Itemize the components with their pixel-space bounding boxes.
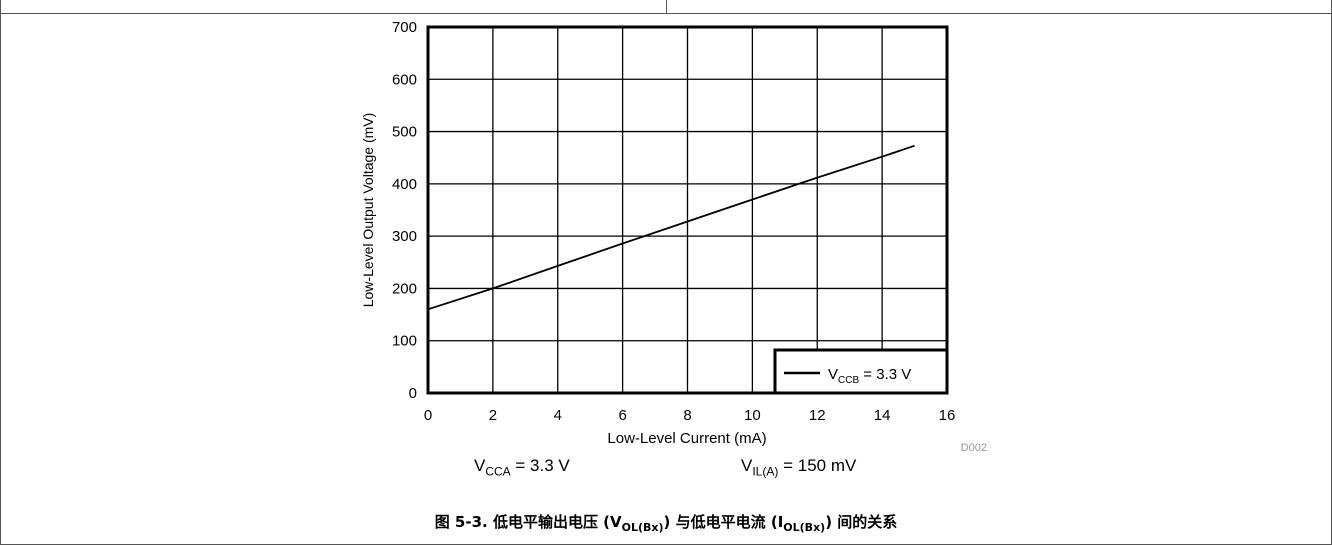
x-tick-label: 2 <box>489 407 497 424</box>
y-tick-label: 200 <box>392 280 417 297</box>
series-lines <box>427 144 915 311</box>
x-tick-label: 6 <box>618 407 626 424</box>
table-column-divider <box>666 0 667 14</box>
x-axis-label: Low-Level Current (mA) <box>607 430 766 447</box>
y-tick-label: 400 <box>392 176 417 193</box>
y-tick-labels: 0 100 200 300 400 500 600 700 <box>392 19 417 402</box>
figure-id: D002 <box>961 442 987 454</box>
x-tick-label: 4 <box>554 407 562 424</box>
series-line <box>427 144 915 311</box>
y-tick-label: 500 <box>392 124 417 141</box>
grid-lines <box>428 27 947 393</box>
y-axis-label: Low-Level Output Voltage (mV) <box>360 113 376 308</box>
x-tick-labels: 0 2 4 6 8 10 12 14 16 <box>424 407 956 424</box>
legend: VCCB = 3.3 V <box>773 348 949 395</box>
vil-condition: VIL(A) = 150 mV <box>741 456 857 479</box>
legend-box <box>773 348 949 395</box>
x-tick-label: 0 <box>424 407 432 424</box>
y-tick-label: 0 <box>409 385 417 402</box>
vcca-condition: VCCA = 3.3 V <box>474 456 570 479</box>
legend-label: VCCB = 3.3 V <box>828 366 911 386</box>
chart: 0 100 200 300 400 500 600 700 0 2 4 6 8 10 12 14 16 Low… <box>360 19 987 454</box>
y-tick-label: 100 <box>392 333 417 350</box>
y-tick-label: 700 <box>392 19 417 36</box>
x-tick-label: 12 <box>809 407 826 424</box>
x-tick-label: 10 <box>744 407 761 424</box>
x-tick-label: 14 <box>874 407 891 424</box>
x-tick-label: 8 <box>683 407 691 424</box>
x-tick-label: 16 <box>939 407 956 424</box>
y-tick-label: 300 <box>392 228 417 245</box>
figure-caption: 图 5-3. 低电平输出电压 (VOL(Bx)) 与低电平电流 (IOL(Bx)… <box>434 513 898 534</box>
plot-area-border <box>426 25 949 395</box>
y-tick-label: 600 <box>392 71 417 88</box>
